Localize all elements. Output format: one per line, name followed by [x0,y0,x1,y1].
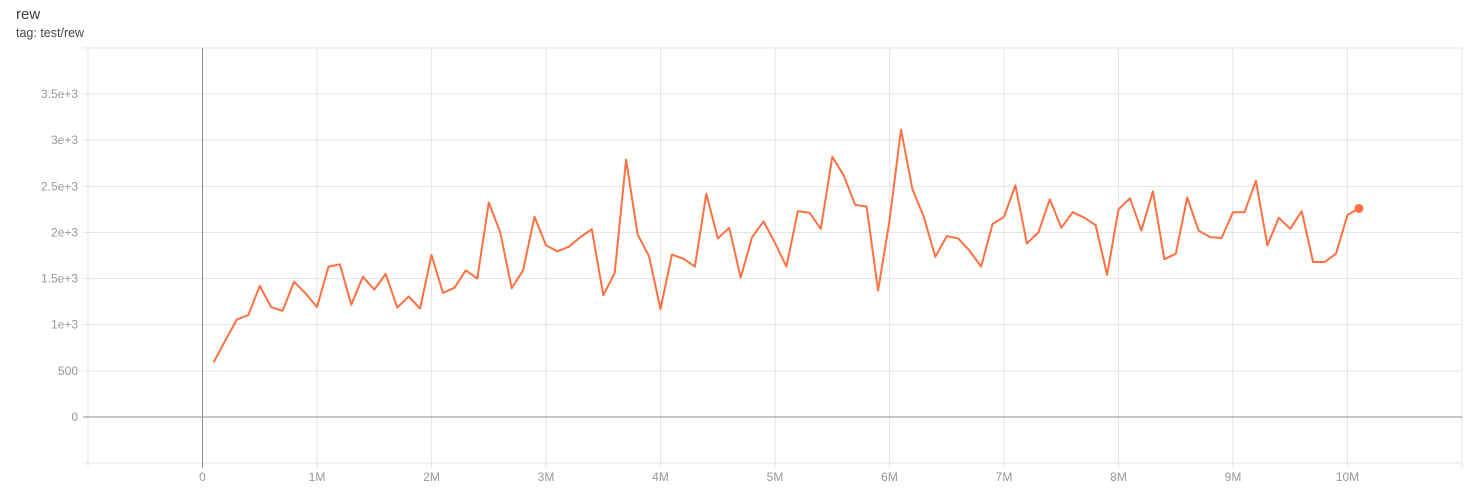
zero-axis-lines [83,48,1462,468]
x-axis-tick-labels: 0 1M 2M 3M 4M 5M 6M 7M 8M 9M 10M [199,470,1359,484]
y-tick-label: 3.5e+3 [41,87,78,101]
y-axis-tick-labels: 0 500 1e+3 1.5e+3 2e+3 2.5e+3 3e+3 3.5e+3 [41,87,78,424]
x-tick-label: 4M [652,470,669,484]
chart-subtitle: tag: test/rew [16,26,85,40]
y-tick-label: 2e+3 [51,225,78,239]
y-tick-label: 500 [58,364,78,378]
y-tick-label: 1.5e+3 [41,272,78,286]
x-tick-label: 6M [881,470,898,484]
x-tick-label: 5M [767,470,784,484]
series-layer [213,128,1364,363]
last-point-marker [1354,203,1364,213]
x-tick-label: 7M [996,470,1013,484]
chart-title: rew [16,6,41,23]
chart-header: rew tag: test/rew [16,6,84,41]
y-tick-label: 1e+3 [51,318,78,332]
series-line-test-rew [213,128,1360,363]
x-tick-label: 0 [199,470,206,484]
x-tick-label: 2M [423,470,440,484]
y-tick-label: 2.5e+3 [41,179,78,193]
x-tick-label: 1M [309,470,326,484]
x-tick-label: 8M [1110,470,1127,484]
y-tick-label: 0 [71,410,78,424]
x-tick-label: 10M [1336,470,1359,484]
x-tick-label: 9M [1225,470,1242,484]
y-tick-label: 3e+3 [51,133,78,147]
x-tick-label: 3M [538,470,555,484]
gridlines [83,47,1463,468]
